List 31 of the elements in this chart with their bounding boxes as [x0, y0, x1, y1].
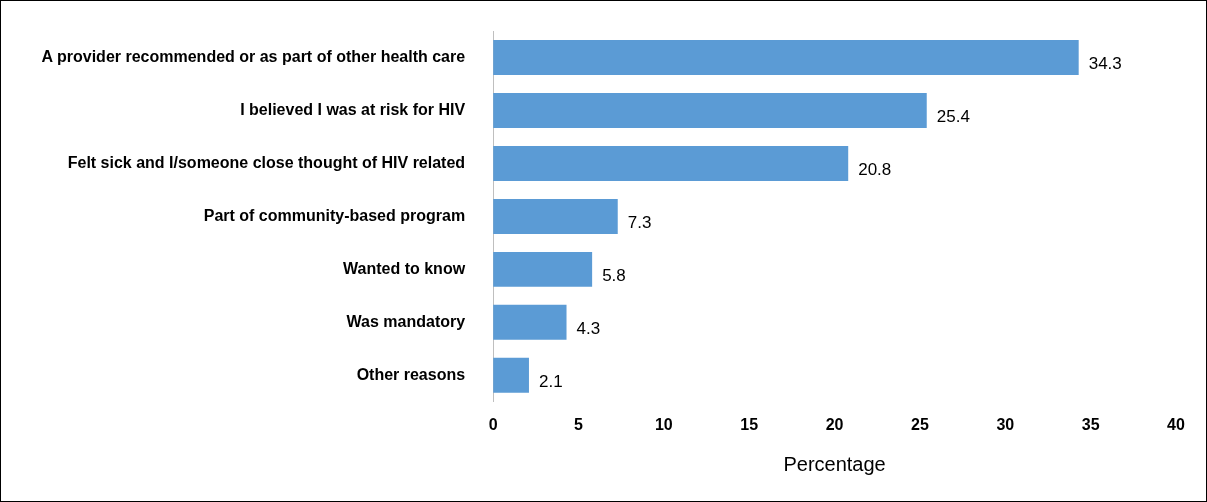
x-tick-label: 20: [825, 415, 844, 433]
bar: [493, 304, 567, 340]
x-tick-label: 30: [996, 415, 1015, 433]
y-tick-label: Was mandatory: [346, 312, 466, 330]
data-label: 7.3: [627, 213, 652, 233]
data-label: 25.4: [936, 107, 970, 127]
bar: [493, 40, 1079, 75]
bar: [493, 198, 618, 234]
data-label: 20.8: [858, 160, 892, 180]
y-tick-label: Part of community-based program: [203, 206, 466, 224]
bar: [493, 92, 927, 128]
x-tick-label: 5: [574, 415, 584, 433]
y-tick-label: Wanted to know: [343, 259, 466, 277]
y-tick-label: A provider recommended or as part of other health care: [41, 47, 466, 65]
y-tick-label: Other reasons: [356, 365, 466, 383]
bar: [493, 145, 849, 181]
x-tick-label: 40: [1167, 415, 1185, 433]
x-tick-label: 10: [654, 415, 673, 433]
x-tick-label: 35: [1081, 415, 1100, 433]
bar: [493, 357, 529, 393]
x-tick-label: 15: [740, 415, 759, 433]
data-label: 2.1: [538, 372, 563, 391]
data-label: 34.3: [1088, 54, 1122, 74]
bar: [493, 251, 593, 287]
x-axis-title: Percentage: [783, 452, 886, 475]
x-tick-label: 25: [911, 415, 929, 433]
y-tick-label: Felt sick and I/someone close thought of HIV related: [67, 153, 466, 171]
y-tick-label: I believed I was at risk for HIV: [240, 100, 466, 118]
x-tick-label: 0: [488, 415, 498, 433]
data-label: 4.3: [576, 319, 601, 339]
data-label: 5.8: [602, 266, 626, 286]
